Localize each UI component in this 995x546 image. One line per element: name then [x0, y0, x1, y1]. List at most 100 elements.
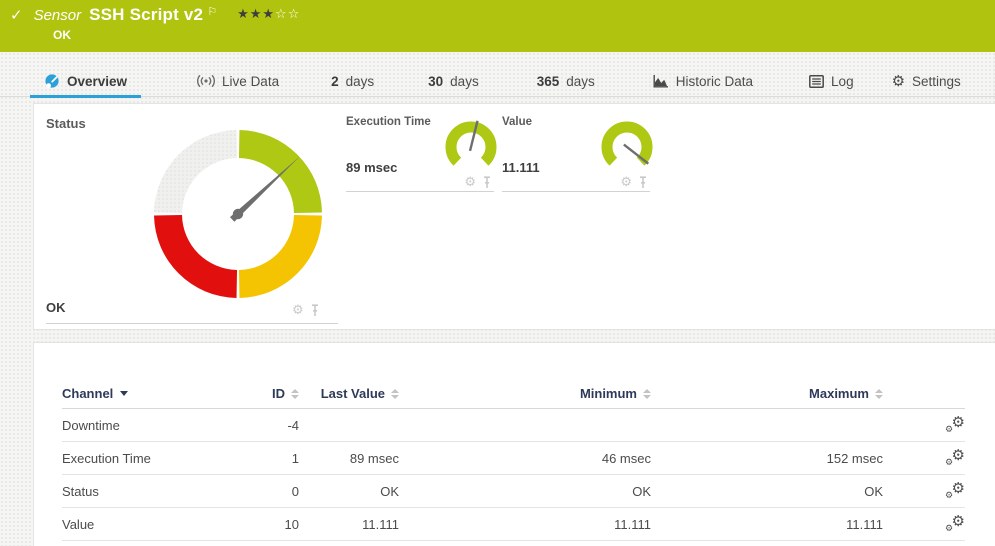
- tab-historic-data[interactable]: Historic Data: [639, 66, 767, 97]
- value-gauge[interactable]: [596, 118, 658, 176]
- pin-icon[interactable]: [482, 176, 492, 189]
- tab-2-days[interactable]: 2 days: [317, 66, 388, 97]
- sort-icon: [291, 388, 299, 399]
- tab-label: days: [345, 73, 375, 89]
- channels-panel: Channel ID Last Value Minimum Maximum: [33, 342, 995, 546]
- channel-last-value: 11.111: [362, 516, 399, 532]
- table-row[interactable]: Value 10 11.111 11.111 11.111 ⚙ ⚙: [62, 508, 965, 541]
- mini-gauge-title: Execution Time: [346, 116, 431, 128]
- channel-id: 1: [291, 450, 299, 466]
- channel-settings-icon[interactable]: ⚙ ⚙: [945, 479, 965, 501]
- column-header-maximum[interactable]: Maximum: [651, 386, 883, 401]
- tab-settings[interactable]: ⚙ Settings: [882, 66, 971, 97]
- channel-maximum: OK: [864, 483, 883, 499]
- tab-365-days[interactable]: 365 days: [523, 66, 609, 97]
- execution-time-gauge[interactable]: [440, 118, 502, 176]
- channel-last-value: 89 msec: [349, 450, 399, 466]
- channel-last-value: OK: [380, 483, 399, 499]
- historic-data-icon: [653, 75, 668, 88]
- gauge-segment-ok: [238, 130, 322, 214]
- object-kind-label: Sensor: [33, 6, 82, 24]
- channel-settings-icon[interactable]: ⚙ ⚙: [945, 413, 965, 435]
- column-header-id[interactable]: ID: [252, 386, 299, 401]
- column-header-minimum[interactable]: Minimum: [399, 386, 651, 401]
- channel-id: 10: [284, 516, 299, 532]
- channel-id: 0: [291, 483, 299, 499]
- tab-label: Historic Data: [675, 73, 754, 89]
- execution-time-gauge-block: Execution Time 89 msec ⚙: [346, 116, 497, 192]
- value-gauge-block: Value 11.111 ⚙: [502, 116, 653, 192]
- sort-icon: [391, 388, 399, 399]
- tab-number: 365: [536, 73, 560, 89]
- channel-maximum: 152 msec: [826, 450, 883, 466]
- star-filled-icon[interactable]: ★★★: [237, 7, 276, 22]
- tab-label: Live Data: [222, 73, 280, 89]
- tab-30-days[interactable]: 30 days: [414, 66, 493, 97]
- channel-name: Execution Time: [62, 450, 151, 466]
- gauge-segment-warning: [238, 214, 322, 298]
- tab-bar: Overview Live Data 2 days 30 days 365 days …: [0, 66, 995, 98]
- table-header-row: Channel ID Last Value Minimum Maximum: [62, 379, 965, 409]
- mini-gauge-title: Value: [502, 116, 533, 128]
- gauge-needle: [468, 120, 479, 152]
- tab-number: 2: [331, 73, 339, 89]
- table-row[interactable]: Execution Time 1 89 msec 46 msec 152 mse…: [62, 442, 965, 475]
- divider: [46, 323, 338, 324]
- gear-icon[interactable]: ⚙: [464, 175, 476, 190]
- tab-label: days: [566, 73, 595, 89]
- tab-label: Settings: [912, 73, 961, 89]
- divider: [346, 191, 494, 192]
- flag-icon[interactable]: ⚐: [207, 5, 218, 18]
- gauge-segment-neutral: [154, 130, 238, 214]
- channel-settings-icon[interactable]: ⚙ ⚙: [945, 512, 965, 534]
- divider: [502, 191, 650, 192]
- sensor-title: SSH Script v2: [89, 5, 204, 24]
- active-tab-underline: [30, 94, 142, 98]
- channel-name: Value: [62, 516, 95, 532]
- sort-icon: [875, 388, 883, 399]
- status-gauge-title: Status: [46, 116, 86, 131]
- tab-live-data[interactable]: Live Data: [183, 66, 293, 97]
- tab-label: days: [450, 73, 479, 89]
- column-header-last-value[interactable]: Last Value: [299, 386, 399, 401]
- channel-minimum: 46 msec: [601, 450, 651, 466]
- channel-minimum: 11.111: [614, 516, 651, 532]
- channel-minimum: OK: [632, 483, 651, 499]
- tab-number: 30: [428, 73, 444, 89]
- channel-settings-icon[interactable]: ⚙ ⚙: [945, 446, 965, 468]
- live-data-icon: [197, 75, 215, 87]
- channel-name: Status: [62, 483, 99, 499]
- mini-gauge-value: 89 msec: [346, 160, 398, 175]
- gauges-panel: Status OK ⚙ Execution Time: [33, 103, 995, 330]
- tab-label: Log: [831, 73, 854, 89]
- channel-table: Channel ID Last Value Minimum Maximum: [62, 379, 965, 541]
- priority-stars[interactable]: ★★★☆☆: [237, 7, 300, 23]
- channel-id: -4: [287, 417, 299, 433]
- sort-desc-icon: [120, 391, 129, 396]
- tab-overview[interactable]: Overview: [30, 66, 142, 98]
- status-gauge-value: OK: [46, 300, 66, 315]
- gauge-segment-error: [154, 214, 238, 298]
- star-empty-icon[interactable]: ☆☆: [275, 7, 301, 22]
- status-gauge[interactable]: [152, 128, 324, 300]
- tab-label: Overview: [67, 73, 128, 89]
- tab-log[interactable]: Log: [795, 66, 868, 97]
- sort-icon: [643, 388, 651, 399]
- status-check-icon: ✓: [10, 6, 23, 24]
- pin-icon[interactable]: [638, 176, 648, 189]
- gear-icon[interactable]: ⚙: [292, 303, 304, 318]
- gauge-needle: [623, 143, 650, 165]
- table-row[interactable]: Downtime -4 ⚙ ⚙: [62, 409, 965, 442]
- gear-icon[interactable]: ⚙: [620, 175, 632, 190]
- gauge-needle: [229, 156, 300, 222]
- table-row[interactable]: Status 0 OK OK OK ⚙ ⚙: [62, 475, 965, 508]
- sensor-header: ✓ Sensor SSH Script v2 ⚐ ★★★☆☆ OK: [0, 0, 995, 52]
- column-header-channel[interactable]: Channel: [62, 386, 252, 401]
- channel-name: Downtime: [62, 417, 120, 433]
- mini-gauge-value: 11.111: [502, 160, 540, 175]
- gauge-icon: [45, 74, 59, 88]
- channel-maximum: 11.111: [846, 516, 883, 532]
- sensor-status-text: OK: [53, 28, 71, 42]
- log-icon: [809, 74, 824, 88]
- pin-icon[interactable]: [310, 304, 320, 317]
